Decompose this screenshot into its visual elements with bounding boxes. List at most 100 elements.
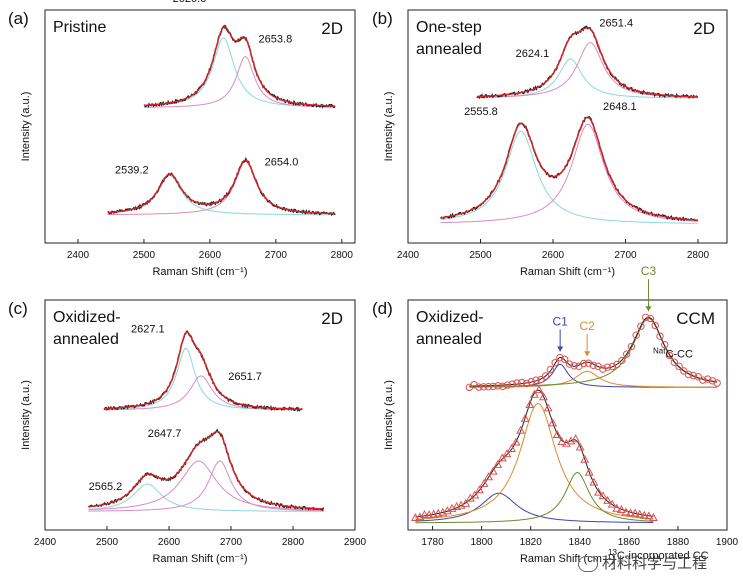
data-point — [665, 351, 674, 360]
data-point — [661, 340, 669, 349]
fit-sum — [103, 331, 303, 410]
x-tick-label: 2700 — [220, 537, 243, 548]
data-point — [557, 436, 567, 446]
data-point — [551, 359, 559, 367]
arrow-head — [557, 346, 564, 352]
watermark-text: 材料科学与工程 — [602, 554, 708, 572]
x-tick-label: 2700 — [265, 250, 288, 261]
fit-component — [415, 492, 654, 523]
data-point — [603, 495, 613, 504]
x-tick-label: 2500 — [133, 250, 156, 261]
data-point — [607, 499, 617, 508]
sample-label: annealed — [53, 331, 119, 348]
trace-2: 2555.8 2648.1 — [440, 101, 699, 224]
data-point — [511, 437, 521, 446]
data-point — [534, 385, 544, 394]
data-point — [508, 380, 516, 388]
x-tick-label: 1900 — [716, 537, 739, 548]
peak-label: 2624.1 — [516, 48, 550, 60]
data-point — [489, 382, 497, 391]
data-point — [580, 454, 590, 463]
data-point — [598, 491, 608, 500]
data-point — [644, 511, 654, 520]
plot-frame — [44, 9, 356, 244]
data-point — [570, 362, 578, 370]
fit-component — [440, 123, 699, 224]
fit-component — [476, 58, 698, 99]
sample-label: One-step — [416, 19, 482, 36]
data-point — [684, 370, 693, 379]
data-point — [484, 382, 493, 391]
data-point — [613, 360, 621, 369]
peak-label: 2648.1 — [603, 101, 637, 113]
panel-label: (b) — [372, 9, 393, 28]
data-point — [622, 350, 631, 358]
data-point — [584, 359, 593, 367]
data-point — [537, 375, 545, 384]
x-tick-label: 1800 — [470, 537, 493, 548]
data-line — [476, 25, 699, 100]
data-point — [616, 505, 626, 514]
x-tick-label: 2500 — [96, 537, 119, 548]
data-point — [599, 365, 607, 373]
data-point — [494, 382, 502, 390]
band-label: CCM — [676, 309, 715, 328]
data-point — [424, 510, 434, 519]
data-point — [571, 434, 581, 443]
panel-1: (a) Pristine 2D 2400 2500 2600 2700 2800 Raman S… — [8, 0, 356, 278]
x-tick-label: 2600 — [158, 537, 181, 548]
fit-sum — [476, 26, 698, 98]
data-point — [560, 355, 569, 364]
panel-3: (c) Oxidized-annealed 2D 2400 2500 2600 2700 28… — [8, 299, 367, 565]
data-point — [689, 371, 698, 380]
data-point — [584, 467, 594, 476]
data-point — [651, 321, 659, 330]
arrow-head — [584, 351, 591, 357]
data-point — [656, 332, 664, 340]
data-point — [527, 377, 536, 386]
data-point — [635, 509, 645, 518]
data-point — [648, 513, 658, 522]
fit-sum — [107, 159, 336, 215]
trace-2: 2565.2 2647.7 — [88, 428, 324, 512]
x-tick-label: 2400 — [397, 250, 420, 261]
data-point — [694, 373, 702, 381]
data-point — [630, 508, 640, 517]
x-axis-label: Raman Shift (cm⁻¹) — [152, 266, 247, 278]
y-axis-label: Intensity (a.u.) — [20, 380, 32, 450]
data-point — [637, 322, 645, 330]
x-tick-label: 1860 — [618, 537, 641, 548]
wechat-icon — [578, 555, 598, 572]
data-point — [461, 498, 471, 507]
peak-label: 2653.8 — [259, 34, 293, 46]
y-axis-label: Intensity (a.u.) — [20, 92, 32, 162]
data-point — [532, 376, 540, 384]
data-point — [641, 313, 650, 322]
peak-label: 2651.4 — [599, 18, 633, 30]
trace-1: NatC-CC — [465, 313, 721, 392]
sample-label: annealed — [416, 331, 482, 348]
panel-label: (c) — [8, 299, 28, 318]
data-point — [525, 400, 535, 409]
data-point — [618, 356, 626, 365]
series-label: NatC-CC — [653, 346, 693, 360]
peak-label: 2555.8 — [464, 106, 498, 118]
fit-component — [88, 460, 324, 512]
data-point — [552, 430, 562, 439]
x-tick-label: 2900 — [344, 537, 367, 548]
y-axis-label: Intensity (a.u.) — [383, 380, 395, 450]
y-axis-label: Intensity (a.u.) — [383, 92, 395, 162]
data-point — [503, 381, 512, 389]
data-point — [479, 383, 488, 391]
arrow-head — [645, 306, 652, 312]
x-axis-label: Raman Shift (cm⁻¹) — [152, 553, 247, 565]
sample-label: Oxidized- — [416, 309, 484, 326]
sample-label: Oxidized- — [53, 309, 121, 326]
fit-component — [440, 130, 698, 224]
data-point — [497, 453, 507, 462]
fit-component — [476, 42, 698, 98]
data-point — [713, 379, 721, 387]
fit-component — [88, 483, 324, 512]
x-tick-label: 1820 — [520, 537, 543, 548]
